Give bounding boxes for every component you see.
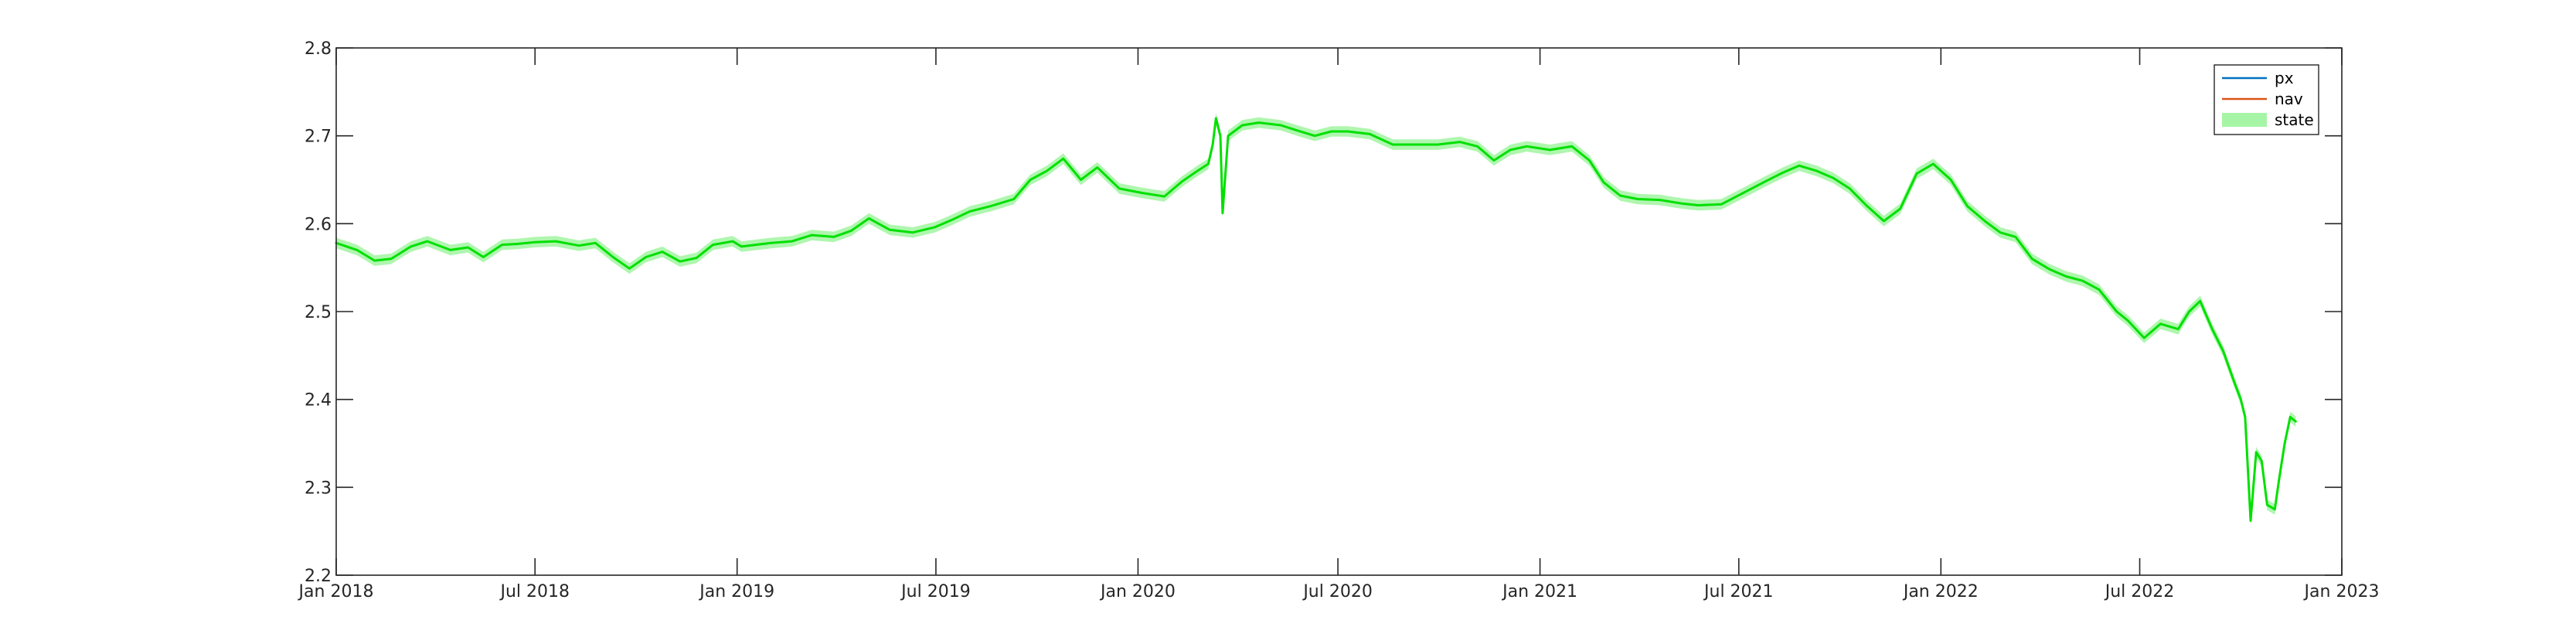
y-tick-label: 2.5: [305, 303, 332, 322]
y-tick-label: 2.8: [305, 39, 332, 59]
y-tick-label: 2.2: [305, 567, 332, 586]
y-tick-label: 2.4: [305, 391, 332, 411]
y-axis-ticks: 2.2 2.3 2.4 2.5 2.6 2.7 2.8: [305, 39, 2342, 586]
x-tick-label: Jan 2023: [2303, 582, 2380, 601]
series-line-layer: [335, 117, 2297, 522]
legend-label-state: state: [2275, 111, 2314, 129]
x-tick-label: Jul 2019: [900, 582, 971, 601]
series-line-state: [335, 117, 2297, 522]
legend-label-nav: nav: [2275, 90, 2303, 108]
state-band-layer: [336, 113, 2296, 526]
x-tick-label: Jul 2022: [2104, 582, 2175, 601]
x-tick-label: Jan 2020: [1099, 582, 1176, 601]
x-tick-label: Jan 2018: [298, 582, 374, 601]
y-tick-label: 2.6: [305, 215, 332, 234]
x-tick-label: Jul 2018: [499, 582, 570, 601]
legend-entries: px nav state: [2222, 69, 2314, 129]
legend-label-px: px: [2275, 69, 2294, 87]
x-tick-label: Jan 2019: [698, 582, 774, 601]
y-tick-label: 2.3: [305, 479, 332, 498]
x-tick-label: Jan 2021: [1501, 582, 1577, 601]
x-tick-label: Jul 2020: [1302, 582, 1373, 601]
legend-swatch-state: [2222, 113, 2267, 127]
legend: px nav state: [2214, 64, 2319, 135]
x-tick-label: Jul 2021: [1703, 582, 1774, 601]
series-band-state: [336, 113, 2296, 526]
x-axis-ticks: Jan 2018 Jul 2018 Jan 2019 Jul 2019 Jan 2020…: [298, 48, 2380, 601]
x-tick-label: Jan 2022: [1902, 582, 1979, 601]
y-tick-label: 2.7: [305, 128, 332, 147]
